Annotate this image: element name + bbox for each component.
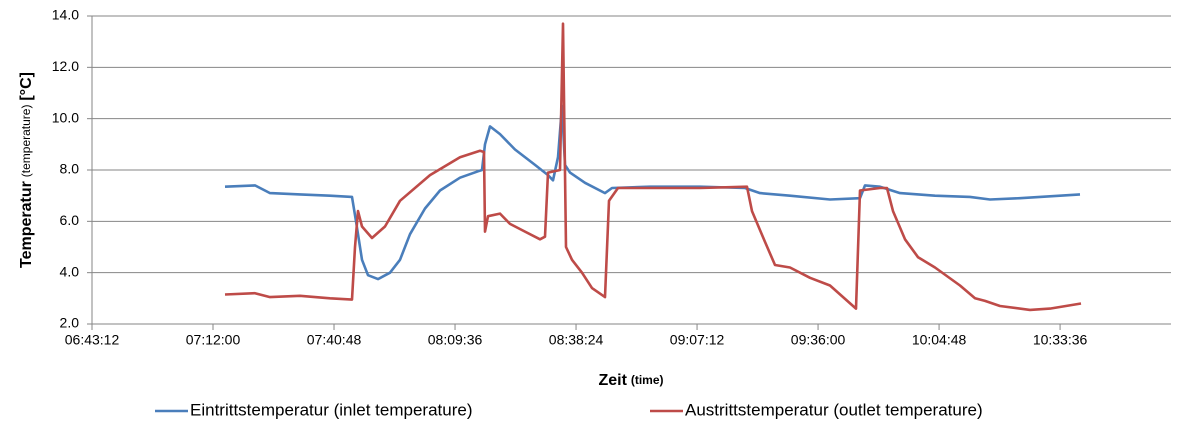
x-label-main: Zeit	[598, 372, 627, 389]
legend-label: Austrittstemperatur (outlet temperature)	[685, 400, 983, 419]
y-tick-label: 6.0	[60, 212, 80, 228]
x-tick-label: 07:40:48	[307, 332, 362, 348]
y-tick-label: 2.0	[60, 315, 80, 331]
x-tick-label: 06:43:12	[65, 332, 120, 348]
y-tick-label: 12.0	[52, 58, 79, 74]
x-tick-label: 09:07:12	[670, 332, 725, 348]
x-label-note: (time)	[631, 373, 664, 387]
y-tick-label: 14.0	[52, 7, 79, 23]
x-tick-label: 09:36:00	[791, 332, 846, 348]
y-tick-label: 4.0	[60, 263, 80, 279]
y-label-unit: [°C]	[18, 72, 35, 101]
y-label-main: Temperatur	[18, 181, 35, 268]
x-tick-label: 08:09:36	[428, 332, 483, 348]
y-tick-label: 10.0	[52, 109, 79, 125]
x-tick-label: 08:38:24	[549, 332, 604, 348]
data-line	[224, 104, 1081, 281]
x-tick-label: 10:33:36	[1033, 332, 1088, 348]
y-tick-label: 8.0	[60, 161, 80, 177]
x-tick-label: 10:04:48	[912, 332, 967, 348]
y-axis-label: Temperatur (temperature) [°C]	[18, 72, 36, 268]
data-line	[224, 22, 1082, 312]
x-tick-label: 07:12:00	[186, 332, 241, 348]
y-label-note: (temperature)	[19, 105, 33, 178]
x-axis-label: Zeit (time)	[598, 372, 663, 390]
legend-label: Eintrittstemperatur (inlet temperature)	[190, 400, 473, 419]
